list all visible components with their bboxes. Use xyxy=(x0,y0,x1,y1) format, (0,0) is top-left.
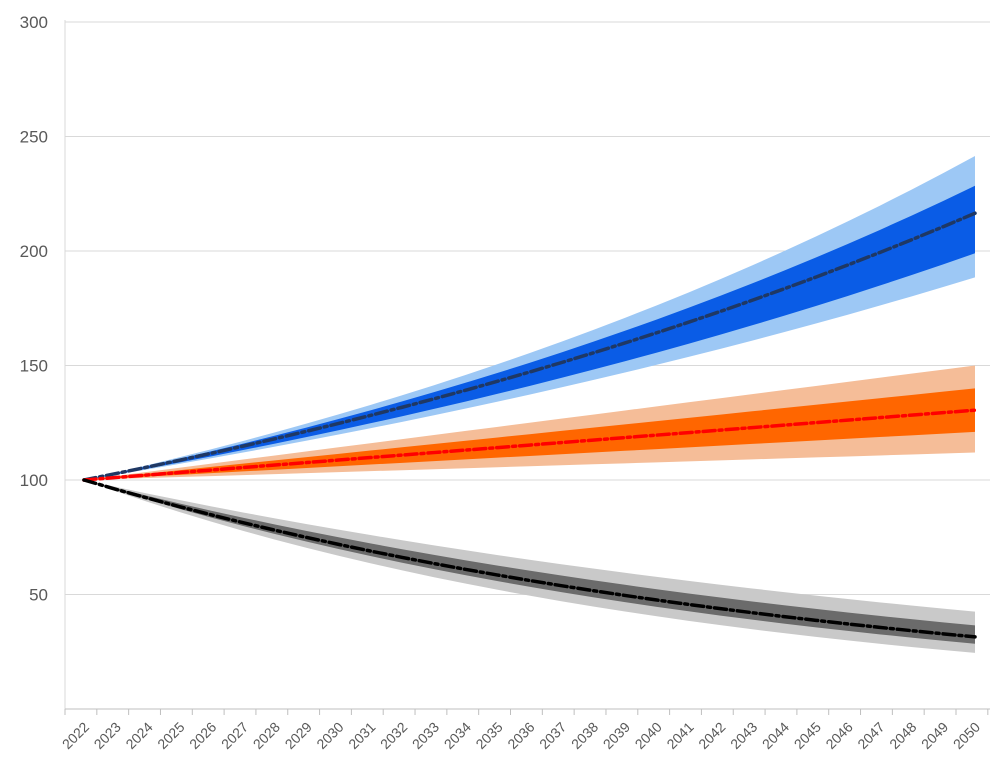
x-tick-label-2036: 2036 xyxy=(504,719,537,752)
band-95-series-2 xyxy=(84,365,975,480)
x-tick-label-2050: 2050 xyxy=(950,719,983,752)
band-80-series-3 xyxy=(84,480,975,644)
x-tick-label-2030: 2030 xyxy=(313,719,346,752)
x-tick-label-2022: 2022 xyxy=(59,719,92,752)
x-tick-label-2045: 2045 xyxy=(791,719,824,752)
x-tick-label-2047: 2047 xyxy=(854,719,887,752)
y-tick-label-200: 200 xyxy=(20,242,48,261)
x-tick-label-2044: 2044 xyxy=(759,719,792,752)
y-tick-label-50: 50 xyxy=(29,586,48,605)
central-projection-lines xyxy=(82,211,977,639)
x-tick-label-2048: 2048 xyxy=(886,719,919,752)
x-tick-label-2046: 2046 xyxy=(822,719,855,752)
y-tick-label-150: 150 xyxy=(20,357,48,376)
x-tick-label-2032: 2032 xyxy=(377,719,410,752)
x-tick-label-2029: 2029 xyxy=(282,719,315,752)
uncertainty-bands xyxy=(84,155,975,653)
x-tick-label-2028: 2028 xyxy=(250,719,283,752)
band-80-series-2 xyxy=(84,388,975,480)
y-tick-label-100: 100 xyxy=(20,471,48,490)
x-tick-label-2025: 2025 xyxy=(154,719,187,752)
x-tick-label-2041: 2041 xyxy=(663,719,696,752)
x-tick-label-2027: 2027 xyxy=(218,719,251,752)
x-tick-label-2033: 2033 xyxy=(409,719,442,752)
x-tick-label-2040: 2040 xyxy=(632,719,665,752)
band-95-series-1 xyxy=(84,155,975,480)
x-tick-label-2023: 2023 xyxy=(91,719,124,752)
x-tick-label-2035: 2035 xyxy=(472,719,505,752)
central-line-series-3 xyxy=(82,478,977,639)
x-tick-label-2031: 2031 xyxy=(345,719,378,752)
x-tick-label-2024: 2024 xyxy=(122,719,155,752)
y-tick-label-300: 300 xyxy=(20,13,48,32)
x-tick-label-2034: 2034 xyxy=(441,719,474,752)
x-tick-label-2038: 2038 xyxy=(568,719,601,752)
x-tick-label-2026: 2026 xyxy=(186,719,219,752)
x-tick-label-2039: 2039 xyxy=(600,719,633,752)
y-tick-label-250: 250 xyxy=(20,128,48,147)
x-tick-label-2049: 2049 xyxy=(918,719,951,752)
x-tick-label-2043: 2043 xyxy=(727,719,760,752)
x-tick-label-2042: 2042 xyxy=(695,719,728,752)
x-tick-label-2037: 2037 xyxy=(536,719,569,752)
central-line-series-1 xyxy=(82,211,977,482)
central-line-series-2 xyxy=(82,408,977,482)
